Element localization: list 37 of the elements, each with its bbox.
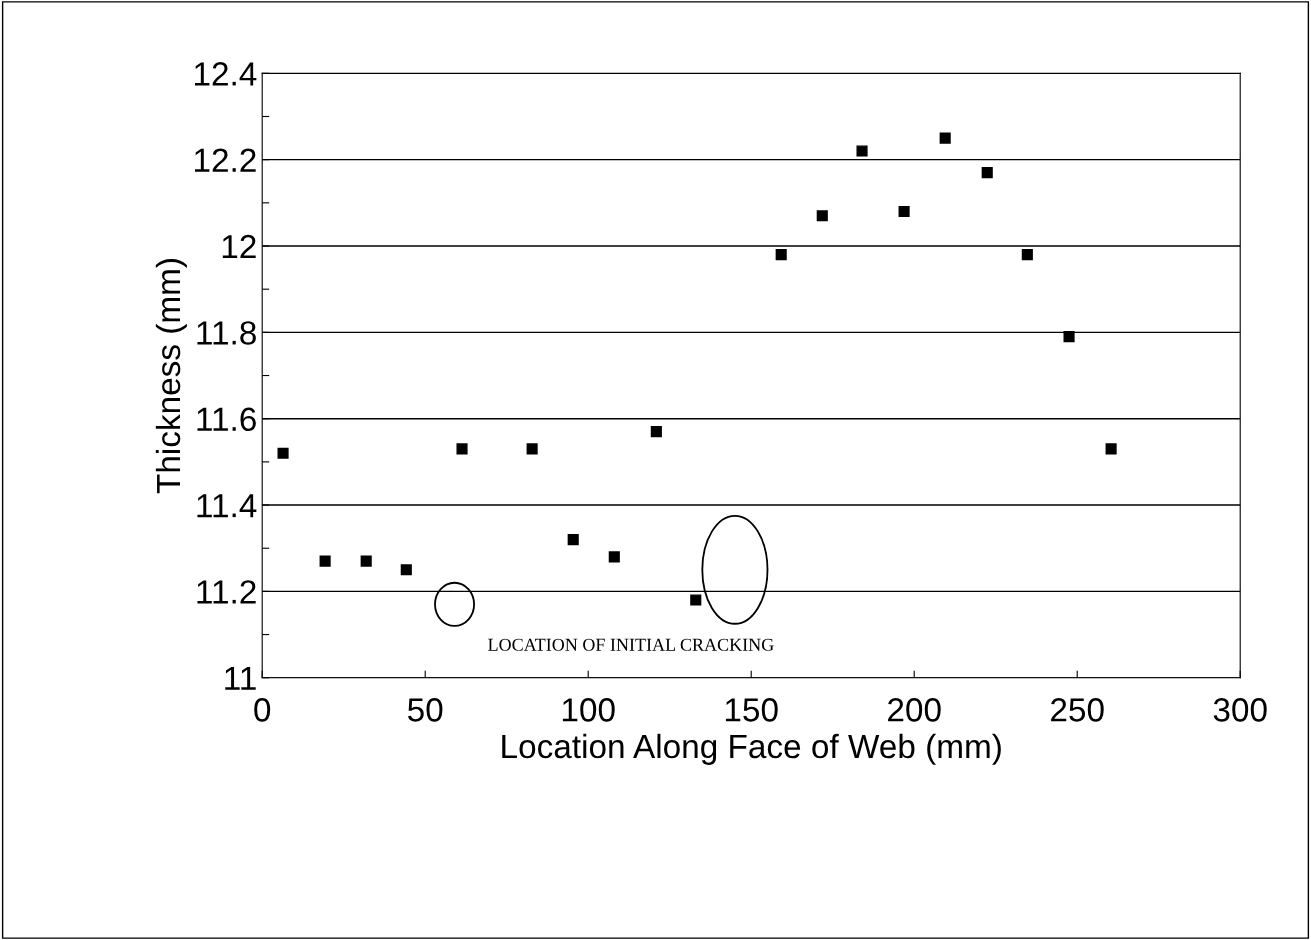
point — [1063, 331, 1075, 343]
x-tick-label: 100 — [562, 698, 615, 722]
x-tick-label: 300 — [1213, 698, 1267, 722]
y-tick-label: 12 — [222, 234, 256, 259]
point — [1105, 443, 1117, 455]
point — [939, 132, 951, 144]
point — [277, 447, 289, 459]
x-tick-label: 250 — [1051, 698, 1104, 722]
point — [650, 426, 662, 438]
y-tick-label: 11 — [225, 666, 256, 690]
point — [856, 145, 868, 157]
annotation: LOCATION OF INITIAL CRACKING — [488, 638, 774, 651]
x-tick-label: 0 — [254, 698, 271, 722]
y-tick-label: 12.2 — [195, 148, 256, 172]
x-tick-label: 150 — [725, 698, 778, 722]
y-tick-label: 11.6 — [197, 407, 256, 432]
point — [690, 594, 702, 606]
y-tick-label: 11.4 — [197, 494, 257, 518]
point — [456, 443, 468, 455]
point — [319, 555, 331, 567]
point — [898, 205, 910, 218]
y-tick-label: 12.4 — [195, 62, 257, 86]
point — [526, 443, 538, 455]
y-axis-title: Thickness (mm) — [155, 259, 187, 494]
point — [360, 555, 372, 567]
x-axis-title: Location Along Face of Web (mm) — [502, 733, 1001, 765]
x-tick-label: 50 — [408, 698, 443, 722]
point — [567, 534, 579, 546]
point — [775, 249, 787, 261]
point — [1021, 249, 1033, 261]
point — [981, 167, 993, 179]
x-tick-label: 200 — [888, 698, 941, 722]
point — [400, 564, 412, 576]
point — [816, 210, 828, 222]
point — [608, 551, 620, 563]
y-tick-label: 11.8 — [197, 321, 256, 345]
y-tick-label: 11.2 — [197, 580, 256, 604]
